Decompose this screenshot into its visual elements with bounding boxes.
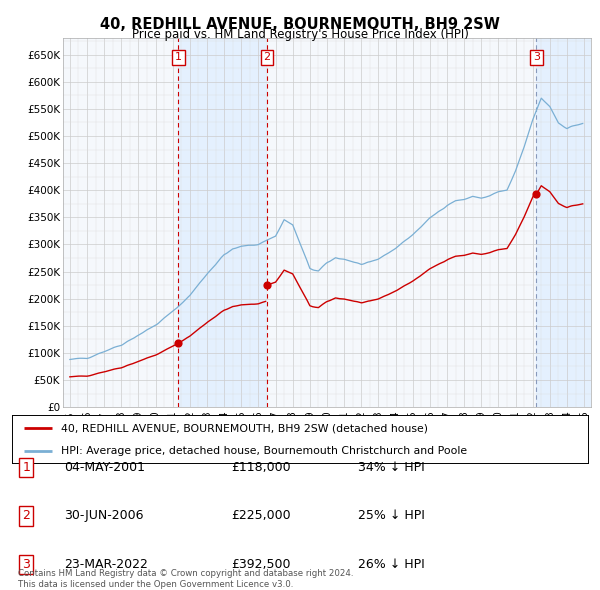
Text: Price paid vs. HM Land Registry's House Price Index (HPI): Price paid vs. HM Land Registry's House …	[131, 28, 469, 41]
Bar	[178, 38, 267, 407]
Text: 2: 2	[263, 53, 271, 63]
Point	[532, 189, 541, 199]
Text: 3: 3	[22, 558, 31, 571]
Text: 40, REDHILL AVENUE, BOURNEMOUTH, BH9 2SW (detached house): 40, REDHILL AVENUE, BOURNEMOUTH, BH9 2SW…	[61, 423, 428, 433]
Text: £118,000: £118,000	[231, 461, 290, 474]
Text: Contains HM Land Registry data © Crown copyright and database right 2024.
This d: Contains HM Land Registry data © Crown c…	[18, 569, 353, 589]
Text: 23-MAR-2022: 23-MAR-2022	[64, 558, 148, 571]
Point	[262, 280, 272, 290]
Text: HPI: Average price, detached house, Bournemouth Christchurch and Poole: HPI: Average price, detached house, Bour…	[61, 446, 467, 456]
Text: 04-MAY-2001: 04-MAY-2001	[64, 461, 145, 474]
Text: 34% ↓ HPI: 34% ↓ HPI	[358, 461, 424, 474]
Point	[173, 339, 183, 348]
Text: 1: 1	[175, 53, 182, 63]
Text: 30-JUN-2006: 30-JUN-2006	[64, 509, 143, 523]
Text: £225,000: £225,000	[231, 509, 290, 523]
Bar	[536, 38, 591, 407]
Text: 1: 1	[22, 461, 31, 474]
Text: 2: 2	[22, 509, 31, 523]
Text: 3: 3	[533, 53, 540, 63]
Text: 25% ↓ HPI: 25% ↓ HPI	[358, 509, 424, 523]
Text: £392,500: £392,500	[231, 558, 290, 571]
Text: 40, REDHILL AVENUE, BOURNEMOUTH, BH9 2SW: 40, REDHILL AVENUE, BOURNEMOUTH, BH9 2SW	[100, 17, 500, 31]
Text: 26% ↓ HPI: 26% ↓ HPI	[358, 558, 424, 571]
